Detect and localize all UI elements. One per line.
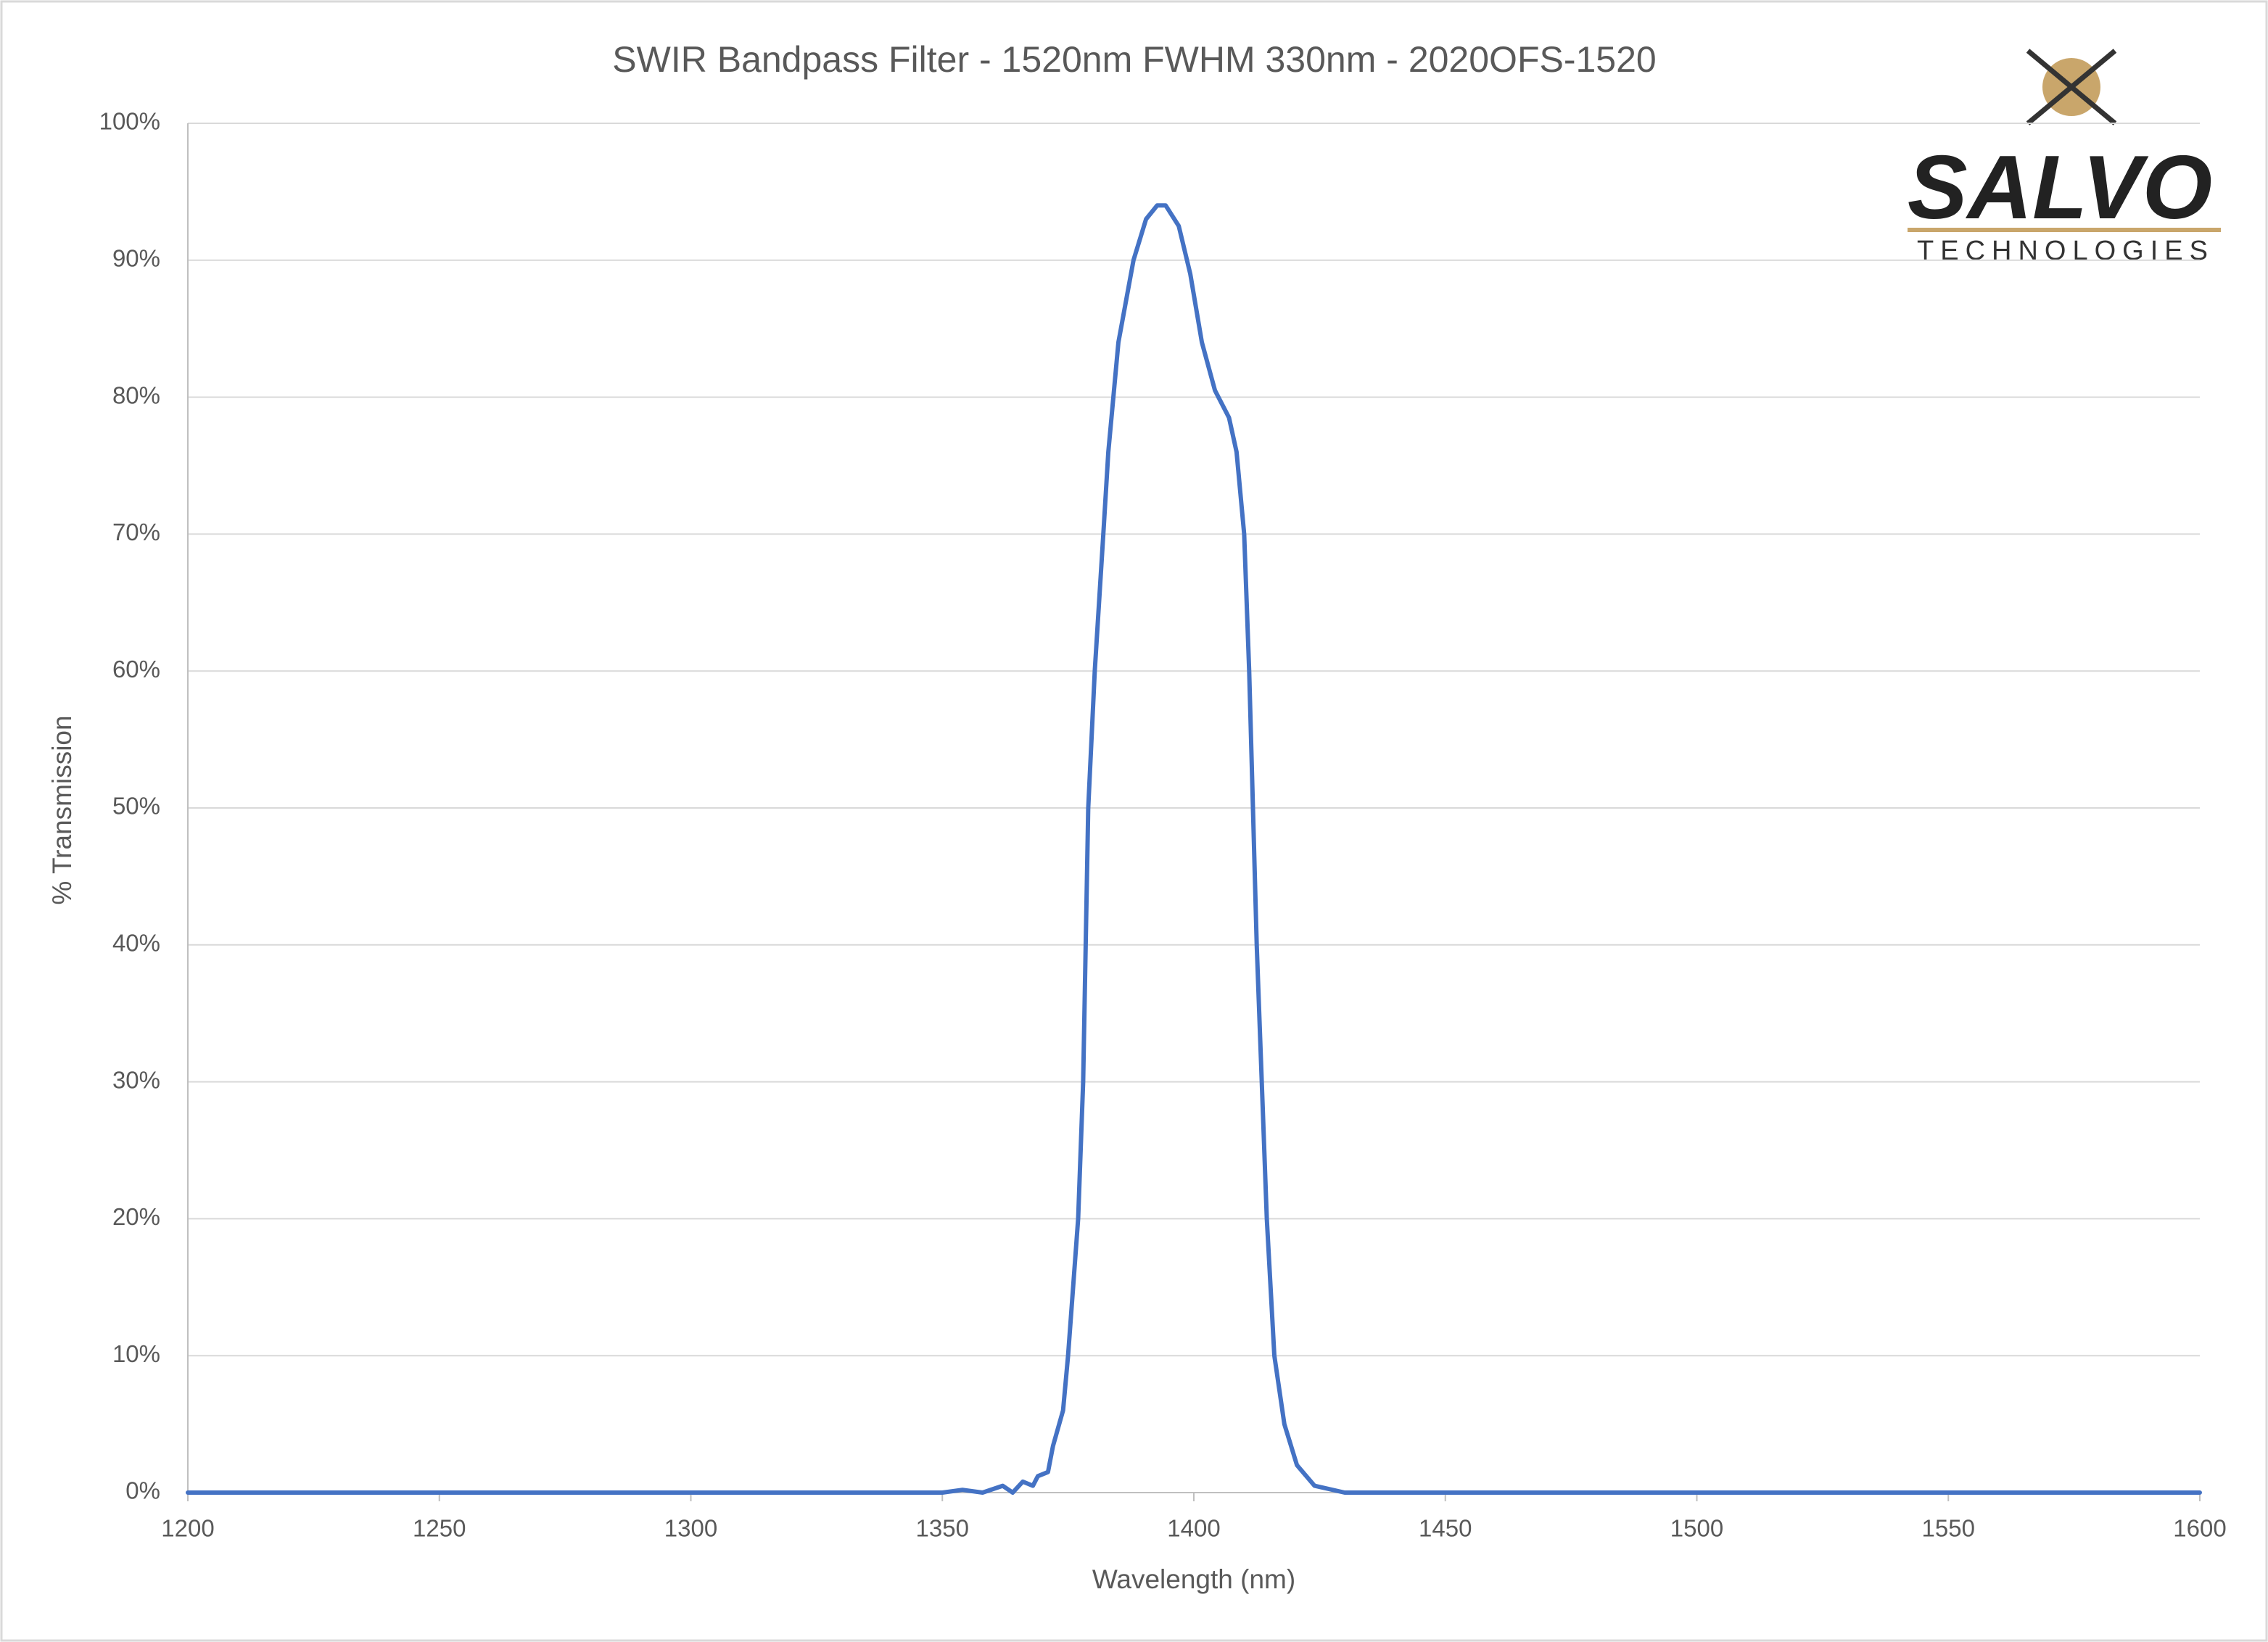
y-tick-label: 100% (99, 108, 160, 135)
x-tick-label: 1300 (664, 1515, 717, 1542)
y-tick-label: 70% (112, 519, 160, 545)
x-tick-label: 1250 (413, 1515, 466, 1542)
y-tick-label: 0% (125, 1477, 160, 1504)
x-axis-label: Wavelength (nm) (1092, 1564, 1295, 1594)
y-tick-label: 20% (112, 1203, 160, 1230)
x-tick-label: 1450 (1419, 1515, 1472, 1542)
data-line (186, 203, 2202, 1495)
logo-tagline: TECHNOLOGIES (1917, 236, 2214, 266)
y-tick-label: 50% (112, 793, 160, 820)
x-tick-label: 1550 (1922, 1515, 1975, 1542)
logo-icon (2026, 49, 2117, 125)
logo-rule (1908, 228, 2221, 232)
logo: SALVO TECHNOLOGIES (1908, 49, 2221, 266)
chart-title: SWIR Bandpass Filter - 1520nm FWHM 330nm… (612, 39, 1656, 80)
y-tick-label: 30% (112, 1066, 160, 1093)
x-tick-label: 1600 (2173, 1515, 2226, 1542)
y-axis-label: % Transmission (47, 715, 77, 904)
x-tick-label: 1200 (161, 1515, 214, 1542)
y-tick-label: 40% (112, 930, 160, 957)
x-tick-label: 1400 (1167, 1515, 1220, 1542)
y-tick-label: 90% (112, 245, 160, 272)
y-tick-label: 10% (112, 1340, 160, 1367)
x-tick-label: 1500 (1670, 1515, 1723, 1542)
logo-name: SALVO (1908, 138, 2212, 238)
x-tick-label: 1350 (916, 1515, 969, 1542)
y-tick-label: 60% (112, 656, 160, 682)
y-tick-label: 80% (112, 381, 160, 408)
